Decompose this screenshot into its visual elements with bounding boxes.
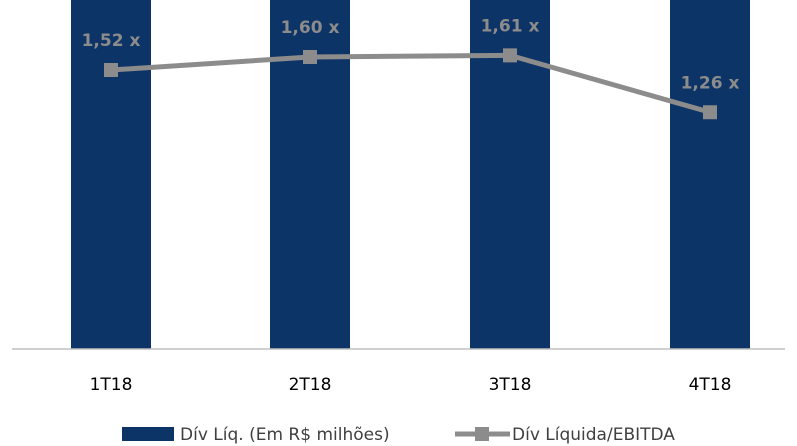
bar-4T18 — [670, 0, 750, 349]
legend-label-line: Dív Líquida/EBITDA — [512, 425, 675, 445]
legend-swatch-marker — [475, 427, 489, 441]
line-layer — [104, 48, 717, 120]
bars-layer — [71, 0, 750, 349]
legend-label-bar: Dív Líq. (Em R$ milhões) — [180, 425, 390, 445]
x-tick-label: 4T18 — [689, 375, 732, 395]
labels-layer: 2.6842.8002.9542.4621T182T183T184T181,52… — [82, 16, 740, 395]
line-value-label: 1,26 x — [681, 73, 740, 93]
line-marker-2T18 — [303, 50, 317, 64]
line-marker-1T18 — [104, 63, 118, 77]
x-tick-label: 3T18 — [489, 375, 532, 395]
legend: Dív Líq. (Em R$ milhões) Dív Líquida/EBI… — [122, 425, 675, 445]
x-tick-label: 1T18 — [90, 375, 133, 395]
x-tick-label: 2T18 — [289, 375, 332, 395]
ratio-line — [110, 52, 711, 115]
line-value-label: 1,61 x — [481, 16, 540, 36]
bar-1T18 — [71, 0, 151, 349]
line-value-label: 1,60 x — [281, 18, 340, 38]
legend-swatch-bar — [122, 427, 174, 441]
line-marker-4T18 — [703, 105, 717, 120]
line-marker-3T18 — [503, 48, 517, 63]
line-value-label: 1,52 x — [82, 31, 141, 51]
